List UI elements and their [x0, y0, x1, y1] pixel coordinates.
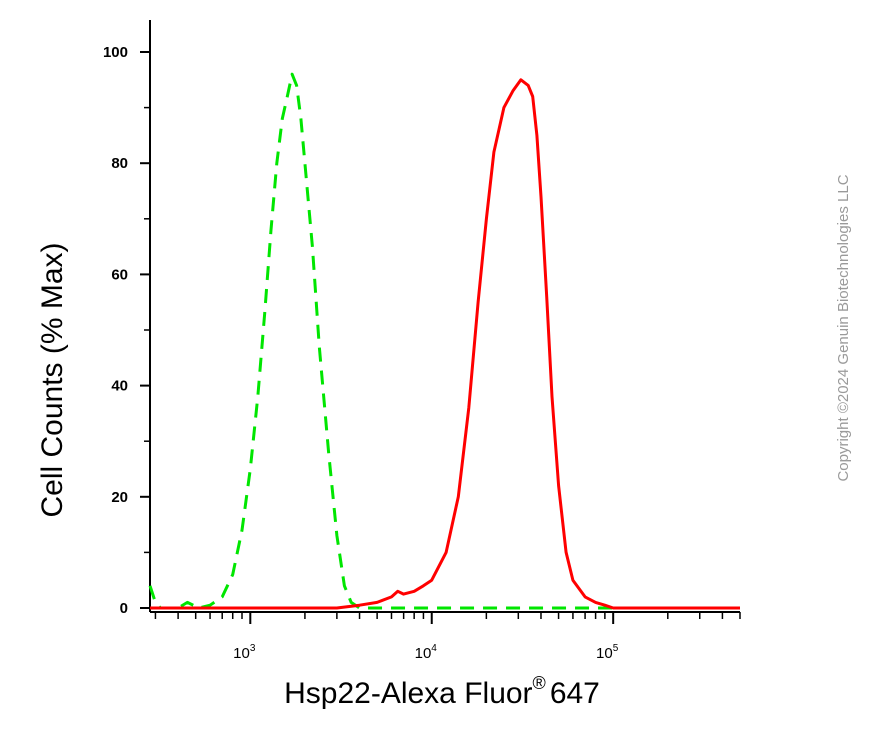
y-tick-label: 80 — [111, 155, 128, 172]
series-layer — [148, 72, 740, 610]
x-axis-label-suffix: 647 — [550, 677, 600, 710]
x-tick-label: 104 — [415, 643, 438, 662]
y-axis-label: Cell Counts (% Max) — [36, 242, 69, 517]
copyright-watermark: Copyright ©2024 Genuin Biotechnologies L… — [835, 174, 852, 481]
y-tick-label: 40 — [111, 378, 128, 395]
plot-frame — [149, 20, 740, 613]
x-tick-label-base: 10 — [596, 645, 613, 662]
series-line-0 — [148, 72, 740, 610]
x-tick-label-exponent: 5 — [613, 643, 619, 654]
y-tick-label: 60 — [111, 266, 128, 283]
x-tick-label-base: 10 — [415, 645, 432, 662]
x-axis-label: Hsp22-Alexa Fluor® 647 — [284, 673, 600, 710]
y-axis-ticks: 0 20 40 60 80 100 — [103, 44, 150, 617]
x-axis-ticks: 103 104 105 — [154, 612, 741, 662]
x-axis-label-registered-mark: ® — [533, 673, 546, 693]
x-tick-label-base: 10 — [233, 645, 250, 662]
y-tick-label: 20 — [111, 489, 128, 506]
x-tick-label: 105 — [596, 643, 619, 662]
y-tick-label: 0 — [120, 600, 128, 617]
x-axis-label-main: Hsp22-Alexa Fluor — [284, 677, 532, 710]
x-tick-label-exponent: 4 — [431, 643, 437, 654]
series-line-1 — [150, 78, 740, 610]
x-tick-label: 103 — [233, 643, 256, 662]
y-tick-label: 100 — [103, 44, 128, 61]
x-tick-label-exponent: 3 — [250, 643, 256, 654]
